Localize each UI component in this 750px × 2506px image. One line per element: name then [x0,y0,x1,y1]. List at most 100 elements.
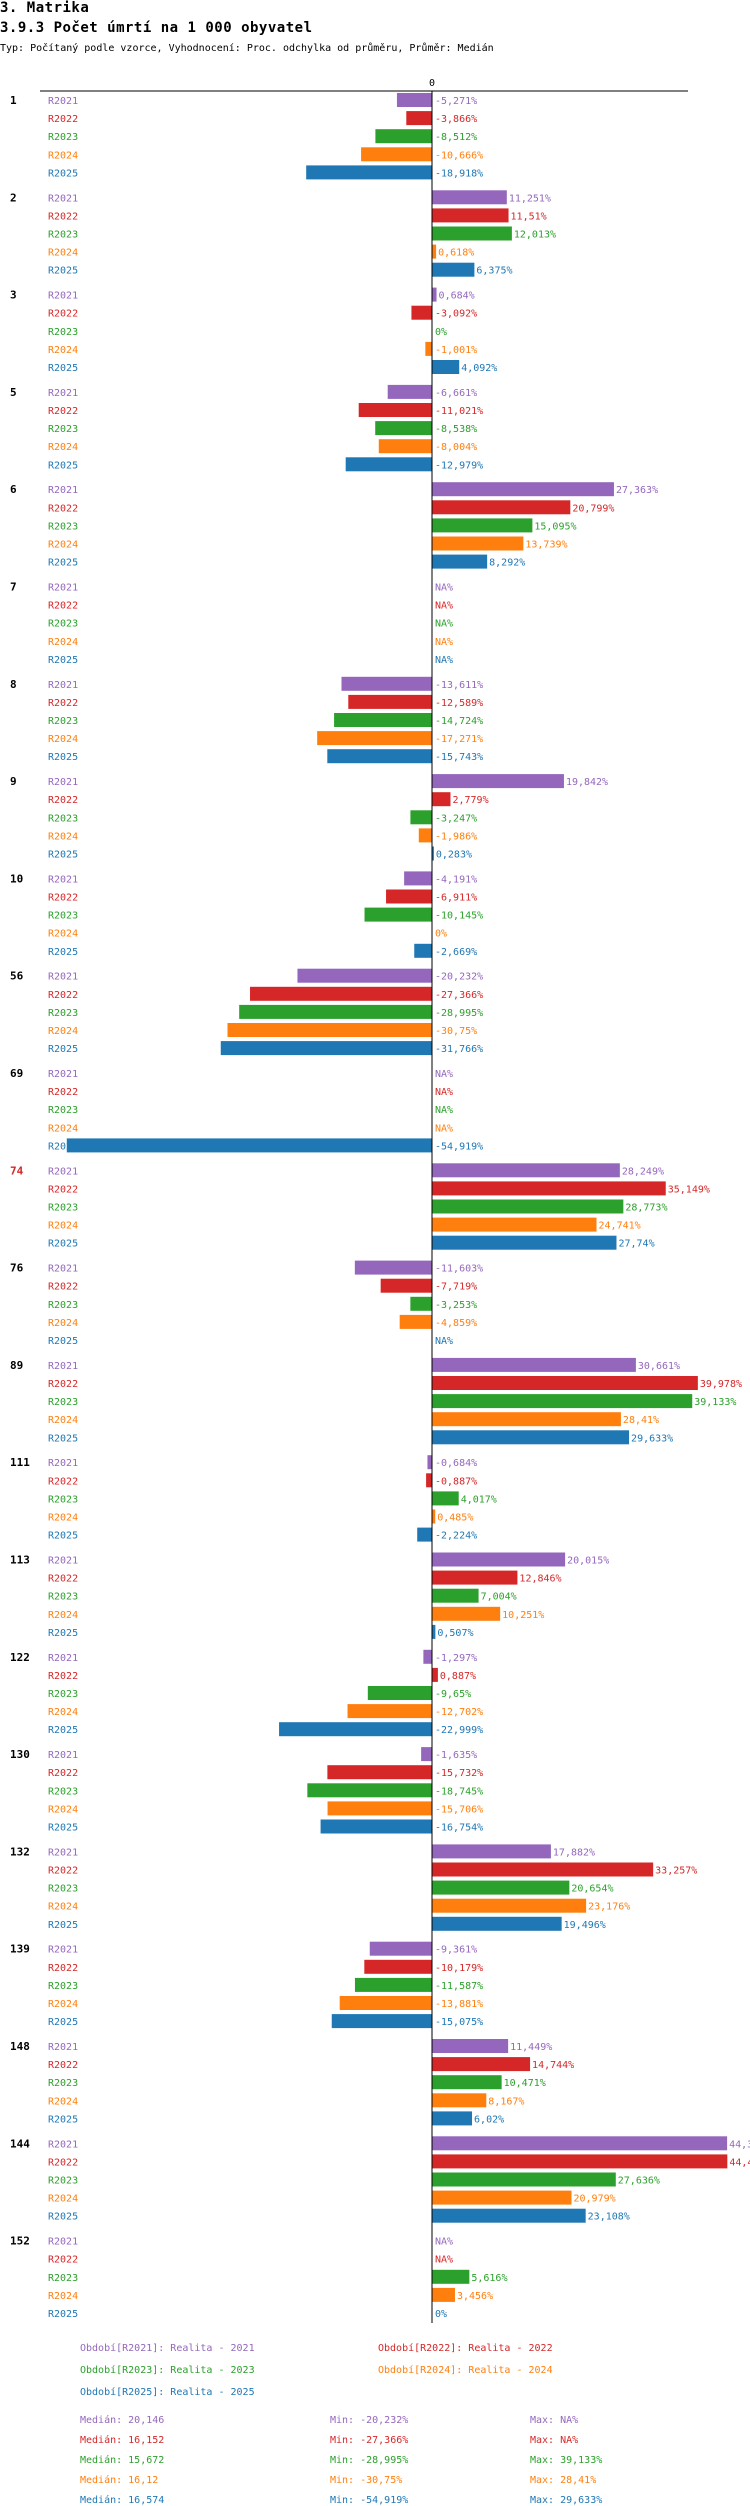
value-label: -10,666% [435,150,483,161]
bar [348,694,432,709]
series-label: R2022 [48,601,78,612]
series-label: R2022 [48,114,78,125]
bar [306,165,432,180]
value-label: -17,271% [435,734,483,745]
series-label: R2025 [48,558,78,569]
series-label: R2021 [48,2237,78,2248]
series-label: R2024 [48,2194,78,2205]
series-label: R2025 [48,1823,78,1834]
bar [432,1181,666,1196]
bar [378,439,432,454]
bar [406,111,432,126]
value-label: 11,251% [509,193,551,204]
bar [354,1977,432,1992]
series-label: R2021 [48,1166,78,1177]
series-label: R2024 [48,2096,78,2107]
legend-max: Max: 29,633% [530,2495,603,2506]
legend-period: Období[R2021]: Realita - 2021 [80,2343,255,2354]
bar [432,2111,473,2126]
group-label: 2 [10,191,17,204]
group-label: 144 [10,2137,30,2150]
bar [432,1552,566,1567]
group-label: 1 [10,94,17,107]
bar [426,1473,432,1488]
bar [396,93,432,107]
series-label: R2022 [48,503,78,514]
series-label: R2021 [48,874,78,885]
legend-period: Období[R2022]: Realita - 2022 [378,2343,553,2354]
series-label: R2022 [48,211,78,222]
series-label: R2023 [48,2176,78,2187]
bar [297,968,432,983]
value-label: 0,684% [439,291,475,302]
series-label: R2024 [48,1610,78,1621]
series-label: R2023 [48,619,78,630]
series-label: R2023 [48,424,78,435]
bar [432,360,460,374]
value-label: -10,179% [435,1963,483,1974]
series-label: R2021 [48,193,78,204]
series-label: R2021 [48,1556,78,1567]
series-label: R2025 [48,266,78,277]
series-label: R2021 [48,680,78,691]
bar [432,2093,487,2108]
value-label: -3,253% [435,1300,477,1311]
series-label: R2023 [48,327,78,338]
legend-max: Max: 39,133% [530,2455,603,2466]
bar [399,1314,432,1329]
series-label: R2022 [48,1282,78,1293]
value-label: 27,363% [616,485,658,496]
bar [432,1916,562,1931]
value-label: 17,882% [553,1847,595,1858]
series-label: R2024 [48,540,78,551]
value-label: 39,978% [700,1379,742,1390]
bar [320,1819,432,1834]
series-label: R2022 [48,1866,78,1877]
value-label: 33,257% [655,1866,697,1877]
series-label: R2021 [48,96,78,107]
series-label: R2024 [48,734,78,745]
value-label: 27,74% [618,1239,654,1250]
bar [432,2075,502,2090]
value-label: 28,41% [623,1415,659,1426]
bar [432,500,571,515]
bar [432,1376,698,1390]
value-label: -8,004% [435,442,477,453]
value-label: 4,017% [461,1494,497,1505]
bar [432,2287,455,2302]
series-label: R2025 [48,2309,78,2320]
series-label: R2021 [48,1361,78,1372]
value-label: 13,739% [525,540,567,551]
value-label: 0% [435,2309,447,2320]
value-label: 27,636% [618,2176,660,2187]
series-label: R2025 [48,2212,78,2223]
value-label: -28,995% [435,1008,483,1019]
value-label: -18,918% [435,168,483,179]
value-label: -4,859% [435,1318,477,1329]
bar [386,889,432,904]
value-label: 44,41% [729,2157,750,2168]
series-label: R2025 [48,1628,78,1639]
bar [432,1570,518,1585]
group-label: 132 [10,1845,30,1858]
group-label: 122 [10,1651,30,1664]
bar [432,1217,597,1232]
series-label: R2024 [48,2291,78,2302]
bar [347,1704,432,1719]
series-label: R2024 [48,1902,78,1913]
bar [364,907,432,922]
series-label: R2022 [48,1184,78,1195]
series-label: R2021 [48,583,78,594]
series-label: R2025 [48,947,78,958]
series-label: R2021 [48,777,78,788]
bar [432,2208,586,2223]
group-label: 7 [10,581,17,594]
series-label: R2023 [48,716,78,727]
series-label: R2025 [48,850,78,861]
value-label: -2,224% [435,1531,477,1542]
series-label: R2021 [48,1653,78,1664]
series-label: R2022 [48,795,78,806]
value-label: NA% [435,1069,453,1080]
series-label: R2022 [48,990,78,1001]
group-label: 76 [10,1262,24,1275]
